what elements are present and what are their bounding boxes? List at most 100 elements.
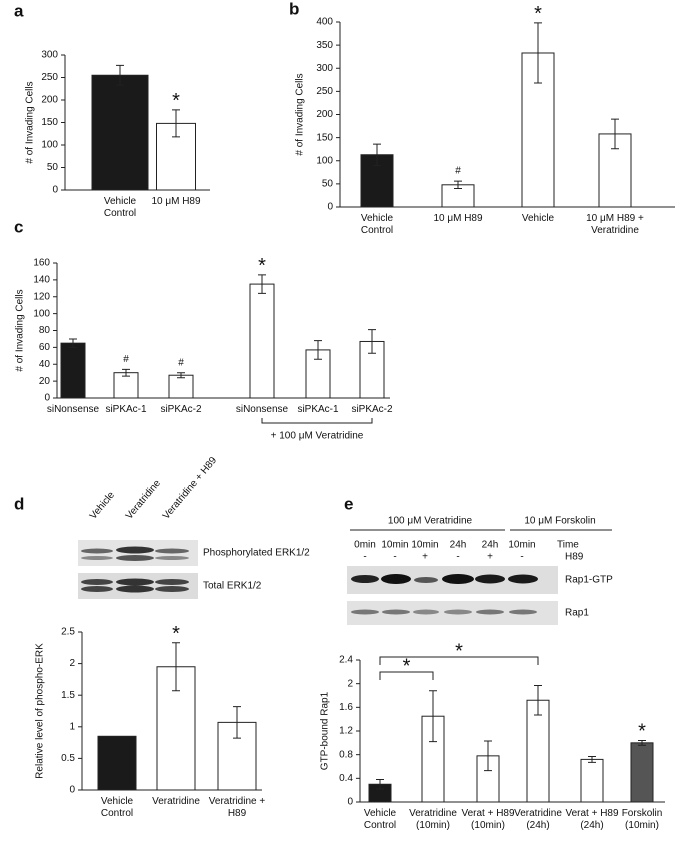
axis-line bbox=[56, 263, 390, 399]
error-bar bbox=[588, 755, 596, 763]
blot-time: 10min bbox=[508, 540, 535, 551]
group-bracket bbox=[261, 418, 373, 424]
significance-mark: * bbox=[172, 90, 180, 112]
bar bbox=[249, 283, 275, 399]
y-tick-label: 100 bbox=[41, 140, 58, 151]
x-tick-label: Veratridine bbox=[152, 796, 200, 807]
y-tick-label: 140 bbox=[33, 275, 50, 286]
x-tick-label: Vehicle Control bbox=[101, 796, 134, 819]
error-bar bbox=[258, 274, 266, 294]
x-tick-label: 10 μM H89 bbox=[151, 196, 201, 207]
error-bar bbox=[233, 706, 241, 739]
y-tick-label: 1 bbox=[69, 721, 75, 732]
y-tick-label: 2 bbox=[347, 678, 353, 689]
error-bar bbox=[611, 118, 619, 150]
error-bar bbox=[534, 684, 542, 716]
bar bbox=[91, 74, 149, 191]
y-tick-label: 0.5 bbox=[61, 753, 75, 764]
x-tick-label: siPKAc-1 bbox=[105, 404, 147, 415]
y-axis-label: GTP-bound Rap1 bbox=[320, 691, 331, 770]
y-tick-label: 100 bbox=[33, 308, 50, 319]
y-tick-label: 200 bbox=[316, 109, 333, 120]
x-tick-label: siPKAc-2 bbox=[351, 404, 393, 415]
significance-bracket bbox=[379, 656, 539, 665]
error-bar bbox=[116, 64, 124, 86]
y-tick-label: 0 bbox=[52, 185, 58, 196]
y-axis-label: # of Invading Cells bbox=[15, 289, 26, 371]
error-bar bbox=[122, 368, 130, 377]
blot-e bbox=[347, 566, 558, 625]
significance-mark: # bbox=[178, 357, 184, 368]
x-tick-label: Veratridine (24h) bbox=[514, 808, 562, 831]
blot-column: Veratridine + H89 bbox=[161, 455, 220, 522]
blot-time: 24h bbox=[482, 540, 499, 551]
error-bar bbox=[373, 143, 381, 166]
bar bbox=[580, 758, 604, 803]
error-bar bbox=[177, 372, 185, 379]
error-bar bbox=[429, 690, 437, 743]
panel-label: c bbox=[14, 217, 23, 236]
x-tick-label: Vehicle Control bbox=[361, 213, 394, 236]
y-tick-label: 120 bbox=[33, 291, 50, 302]
y-tick-label: 60 bbox=[39, 342, 51, 353]
blot-time: 10min bbox=[411, 540, 438, 551]
y-tick-label: 2 bbox=[69, 658, 75, 669]
y-tick-label: 0.4 bbox=[339, 773, 353, 784]
error-bar bbox=[69, 338, 77, 348]
x-tick-label: Verat + H89 (10min) bbox=[461, 808, 515, 831]
y-tick-label: 300 bbox=[316, 63, 333, 74]
blot-h89: - bbox=[393, 552, 396, 563]
y-tick-label: 0 bbox=[347, 797, 353, 808]
significance-mark: * bbox=[455, 640, 463, 662]
y-tick-label: 350 bbox=[316, 40, 333, 51]
error-bar bbox=[172, 109, 180, 138]
error-bar bbox=[454, 180, 462, 189]
y-tick-label: 0 bbox=[327, 202, 333, 213]
x-tick-label: siNonsense bbox=[47, 404, 100, 415]
significance-mark: * bbox=[403, 655, 411, 677]
blot-time-label: Time bbox=[557, 540, 579, 551]
panel-label: d bbox=[14, 494, 24, 513]
y-tick-label: 40 bbox=[39, 359, 51, 370]
x-tick-label: Vehicle bbox=[522, 213, 555, 224]
blot-h89: + bbox=[487, 552, 493, 563]
y-tick-label: 50 bbox=[322, 179, 334, 190]
x-tick-label: siPKAc-2 bbox=[160, 404, 202, 415]
blot-column: Vehicle bbox=[88, 490, 117, 522]
significance-bracket bbox=[379, 671, 434, 680]
x-tick-label: siNonsense bbox=[236, 404, 289, 415]
y-tick-label: 1.2 bbox=[339, 726, 353, 737]
y-tick-label: 150 bbox=[41, 117, 58, 128]
y-tick-label: 0 bbox=[44, 393, 50, 404]
x-tick-label: 10 μM H89 bbox=[433, 213, 483, 224]
x-tick-label: Vehicle Control bbox=[364, 808, 397, 831]
axis-line bbox=[359, 660, 665, 803]
significance-mark: # bbox=[455, 166, 461, 177]
error-bar bbox=[314, 340, 322, 360]
blot-time: 24h bbox=[450, 540, 467, 551]
blot-row: Phosphorylated ERK1/2 bbox=[203, 548, 310, 559]
bar bbox=[97, 735, 137, 791]
y-tick-label: 50 bbox=[47, 162, 59, 173]
x-tick-label: Veratridine (10min) bbox=[409, 808, 457, 831]
y-tick-label: 250 bbox=[41, 72, 58, 83]
blot-time: 10min bbox=[381, 540, 408, 551]
significance-mark: * bbox=[534, 3, 542, 25]
group-label: + 100 μM Veratridine bbox=[271, 431, 364, 442]
blot-row: Rap1-GTP bbox=[565, 575, 613, 586]
panel-label: b bbox=[289, 0, 299, 18]
y-tick-label: 20 bbox=[39, 376, 51, 387]
error-bar bbox=[638, 739, 646, 746]
x-tick-label: siPKAc-1 bbox=[297, 404, 339, 415]
blot-row: Rap1 bbox=[565, 608, 589, 619]
blot-h89: - bbox=[363, 552, 366, 563]
y-tick-label: 0.8 bbox=[339, 749, 353, 760]
bar bbox=[630, 742, 654, 803]
significance-mark: * bbox=[638, 721, 646, 743]
x-tick-label: Veratridine + H89 bbox=[209, 796, 266, 819]
bar bbox=[168, 374, 194, 399]
significance-mark: * bbox=[258, 255, 266, 277]
y-tick-label: 100 bbox=[316, 155, 333, 166]
x-tick-label: Verat + H89 (24h) bbox=[565, 808, 619, 831]
